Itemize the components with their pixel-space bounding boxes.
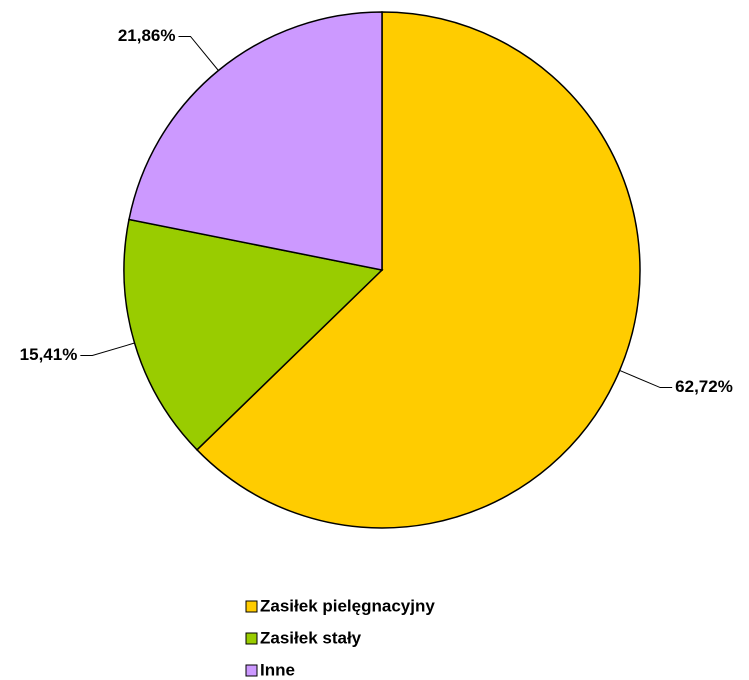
- leader-line: [80, 342, 135, 356]
- leader-line: [178, 35, 219, 71]
- pie-slice: [128, 11, 383, 271]
- legend-label: Inne: [260, 660, 295, 679]
- legend-label: Zasiłek pielęgnacyjny: [260, 596, 435, 615]
- data-label: 15,41%: [20, 345, 78, 364]
- data-label: 21,86%: [118, 26, 176, 45]
- legend-swatch: [245, 664, 258, 677]
- legend-label: Zasiłek stały: [260, 628, 362, 647]
- legend-swatch: [245, 600, 258, 613]
- legend-swatch: [245, 632, 258, 645]
- pie-slice: [123, 218, 384, 451]
- pie-slice: [195, 11, 641, 529]
- data-label: 62,72%: [675, 377, 733, 396]
- leader-line: [619, 369, 673, 389]
